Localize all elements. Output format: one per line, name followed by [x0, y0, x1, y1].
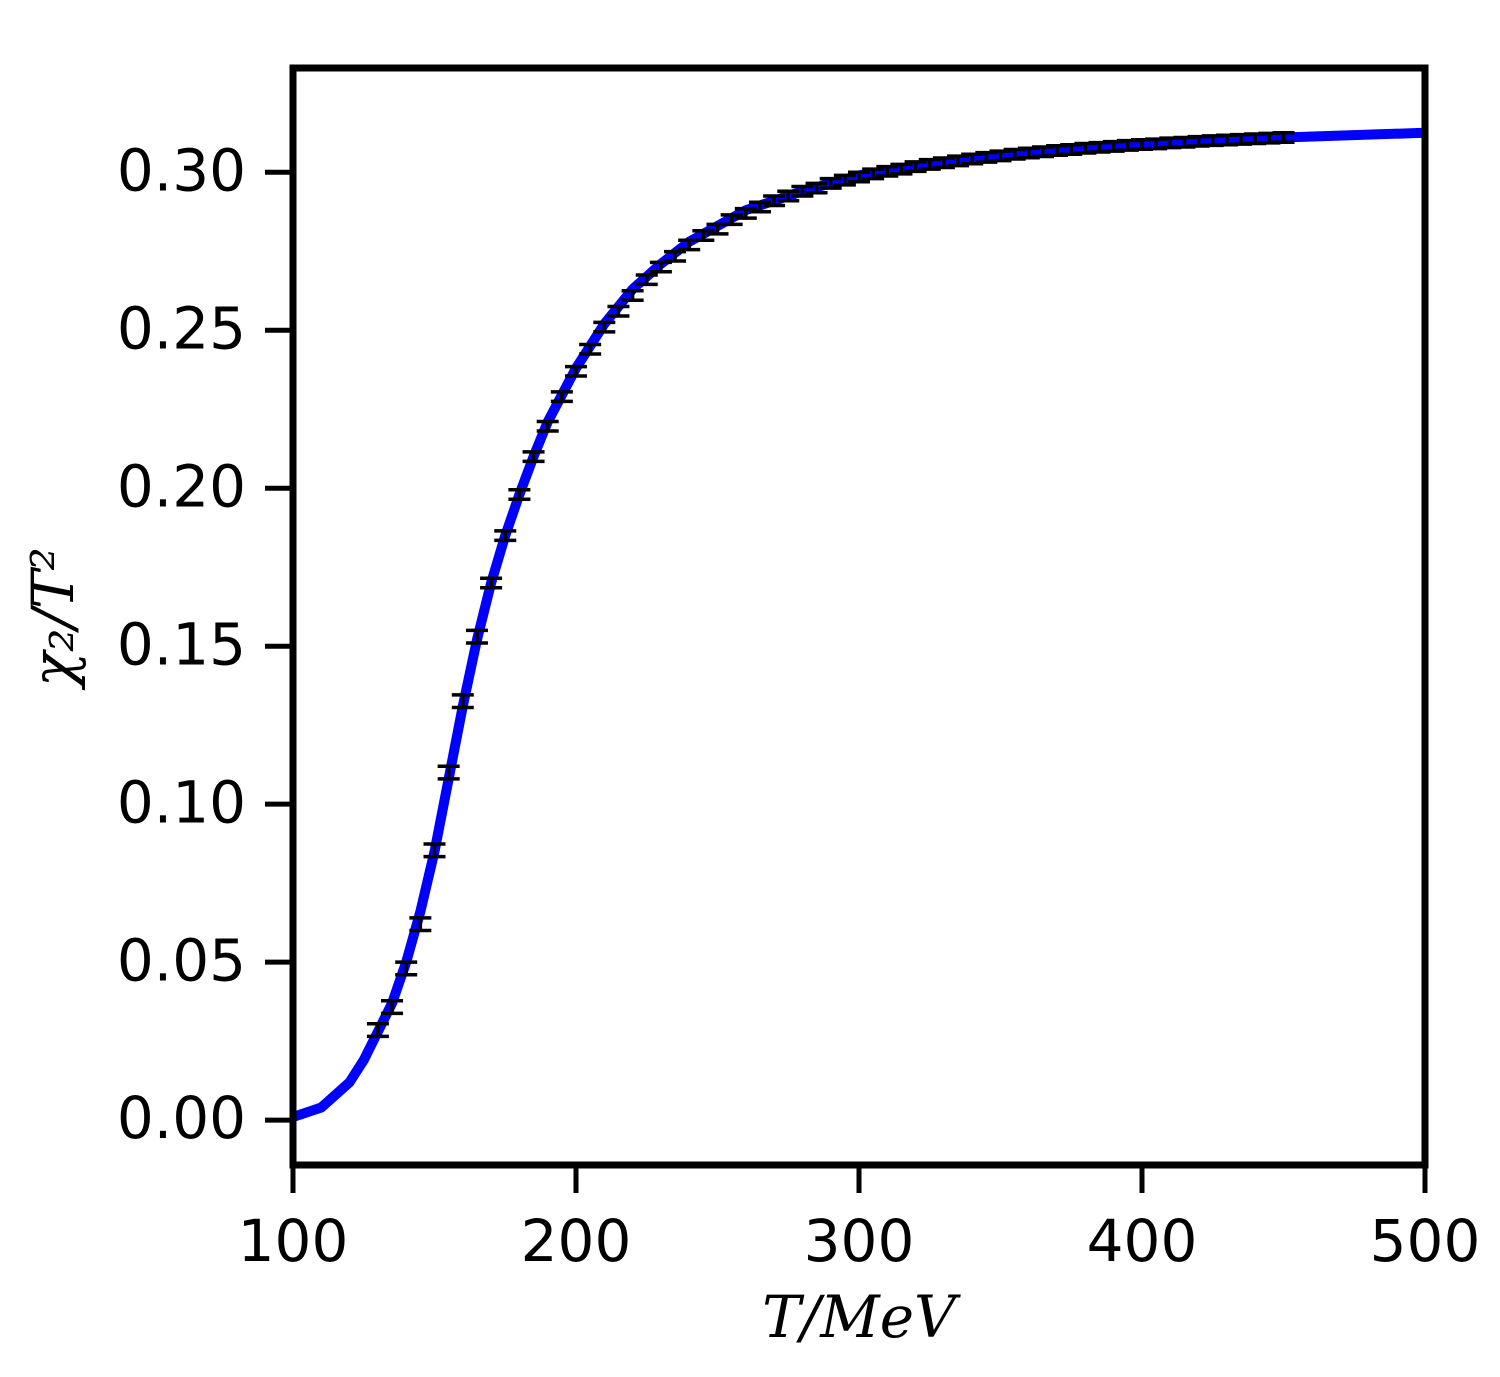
curve — [293, 127, 1425, 1122]
error-bar — [819, 176, 842, 190]
error-bar — [522, 450, 545, 464]
error-bar — [748, 200, 771, 214]
error-bar — [763, 194, 786, 208]
plot-frame — [289, 64, 1429, 1169]
error-bar — [423, 842, 446, 859]
error-bar — [579, 342, 602, 356]
error-bar — [833, 173, 856, 187]
y-tick-label: 0.10 — [117, 768, 246, 836]
error-bar — [862, 167, 885, 181]
error-bar — [932, 156, 955, 170]
error-bar — [777, 189, 800, 203]
error-bar — [437, 764, 460, 781]
error-bar — [1272, 131, 1295, 144]
error-bar — [508, 488, 531, 502]
y-tick-label: 0.25 — [117, 294, 246, 362]
error-bar — [451, 693, 474, 710]
error-bar — [381, 998, 404, 1016]
x-tick-label: 100 — [238, 1207, 349, 1275]
y-tick-label: 0.00 — [117, 1084, 246, 1152]
error-bar — [791, 184, 814, 198]
x-tick-label: 200 — [521, 1207, 632, 1275]
x-axis-label: T/MeV — [762, 1283, 961, 1351]
error-bar — [848, 170, 870, 184]
y-tick-label: 0.30 — [117, 136, 246, 204]
y-tick-label: 0.20 — [117, 452, 246, 520]
error-bar — [494, 529, 517, 543]
x-tick-label: 400 — [1087, 1207, 1198, 1275]
error-bar — [734, 206, 757, 220]
error-bar — [480, 576, 503, 590]
error-bar — [720, 213, 743, 227]
error-bar — [366, 1022, 389, 1039]
error-bar — [593, 320, 616, 334]
error-bar — [805, 181, 828, 195]
error-bar — [465, 628, 488, 645]
y-tick-label: 0.05 — [117, 926, 246, 994]
error-bar — [409, 916, 432, 933]
error-bar — [635, 273, 658, 287]
error-bar — [890, 162, 913, 176]
error-bar — [565, 364, 587, 378]
error-bar — [621, 288, 644, 302]
y-tick-label: 0.15 — [117, 610, 246, 678]
error-bar — [536, 419, 559, 433]
error-bar — [947, 154, 970, 168]
error-bar — [550, 390, 573, 404]
x-tick-label: 500 — [1370, 1207, 1481, 1275]
error-bar — [876, 164, 899, 178]
error-bar — [692, 228, 715, 242]
error-bar — [607, 304, 630, 318]
error-bar — [395, 960, 418, 977]
x-tick-label: 300 — [804, 1207, 915, 1275]
error-bar — [664, 249, 687, 263]
y-axis-label: χ₂/T² — [19, 547, 87, 691]
error-bar — [904, 160, 927, 174]
